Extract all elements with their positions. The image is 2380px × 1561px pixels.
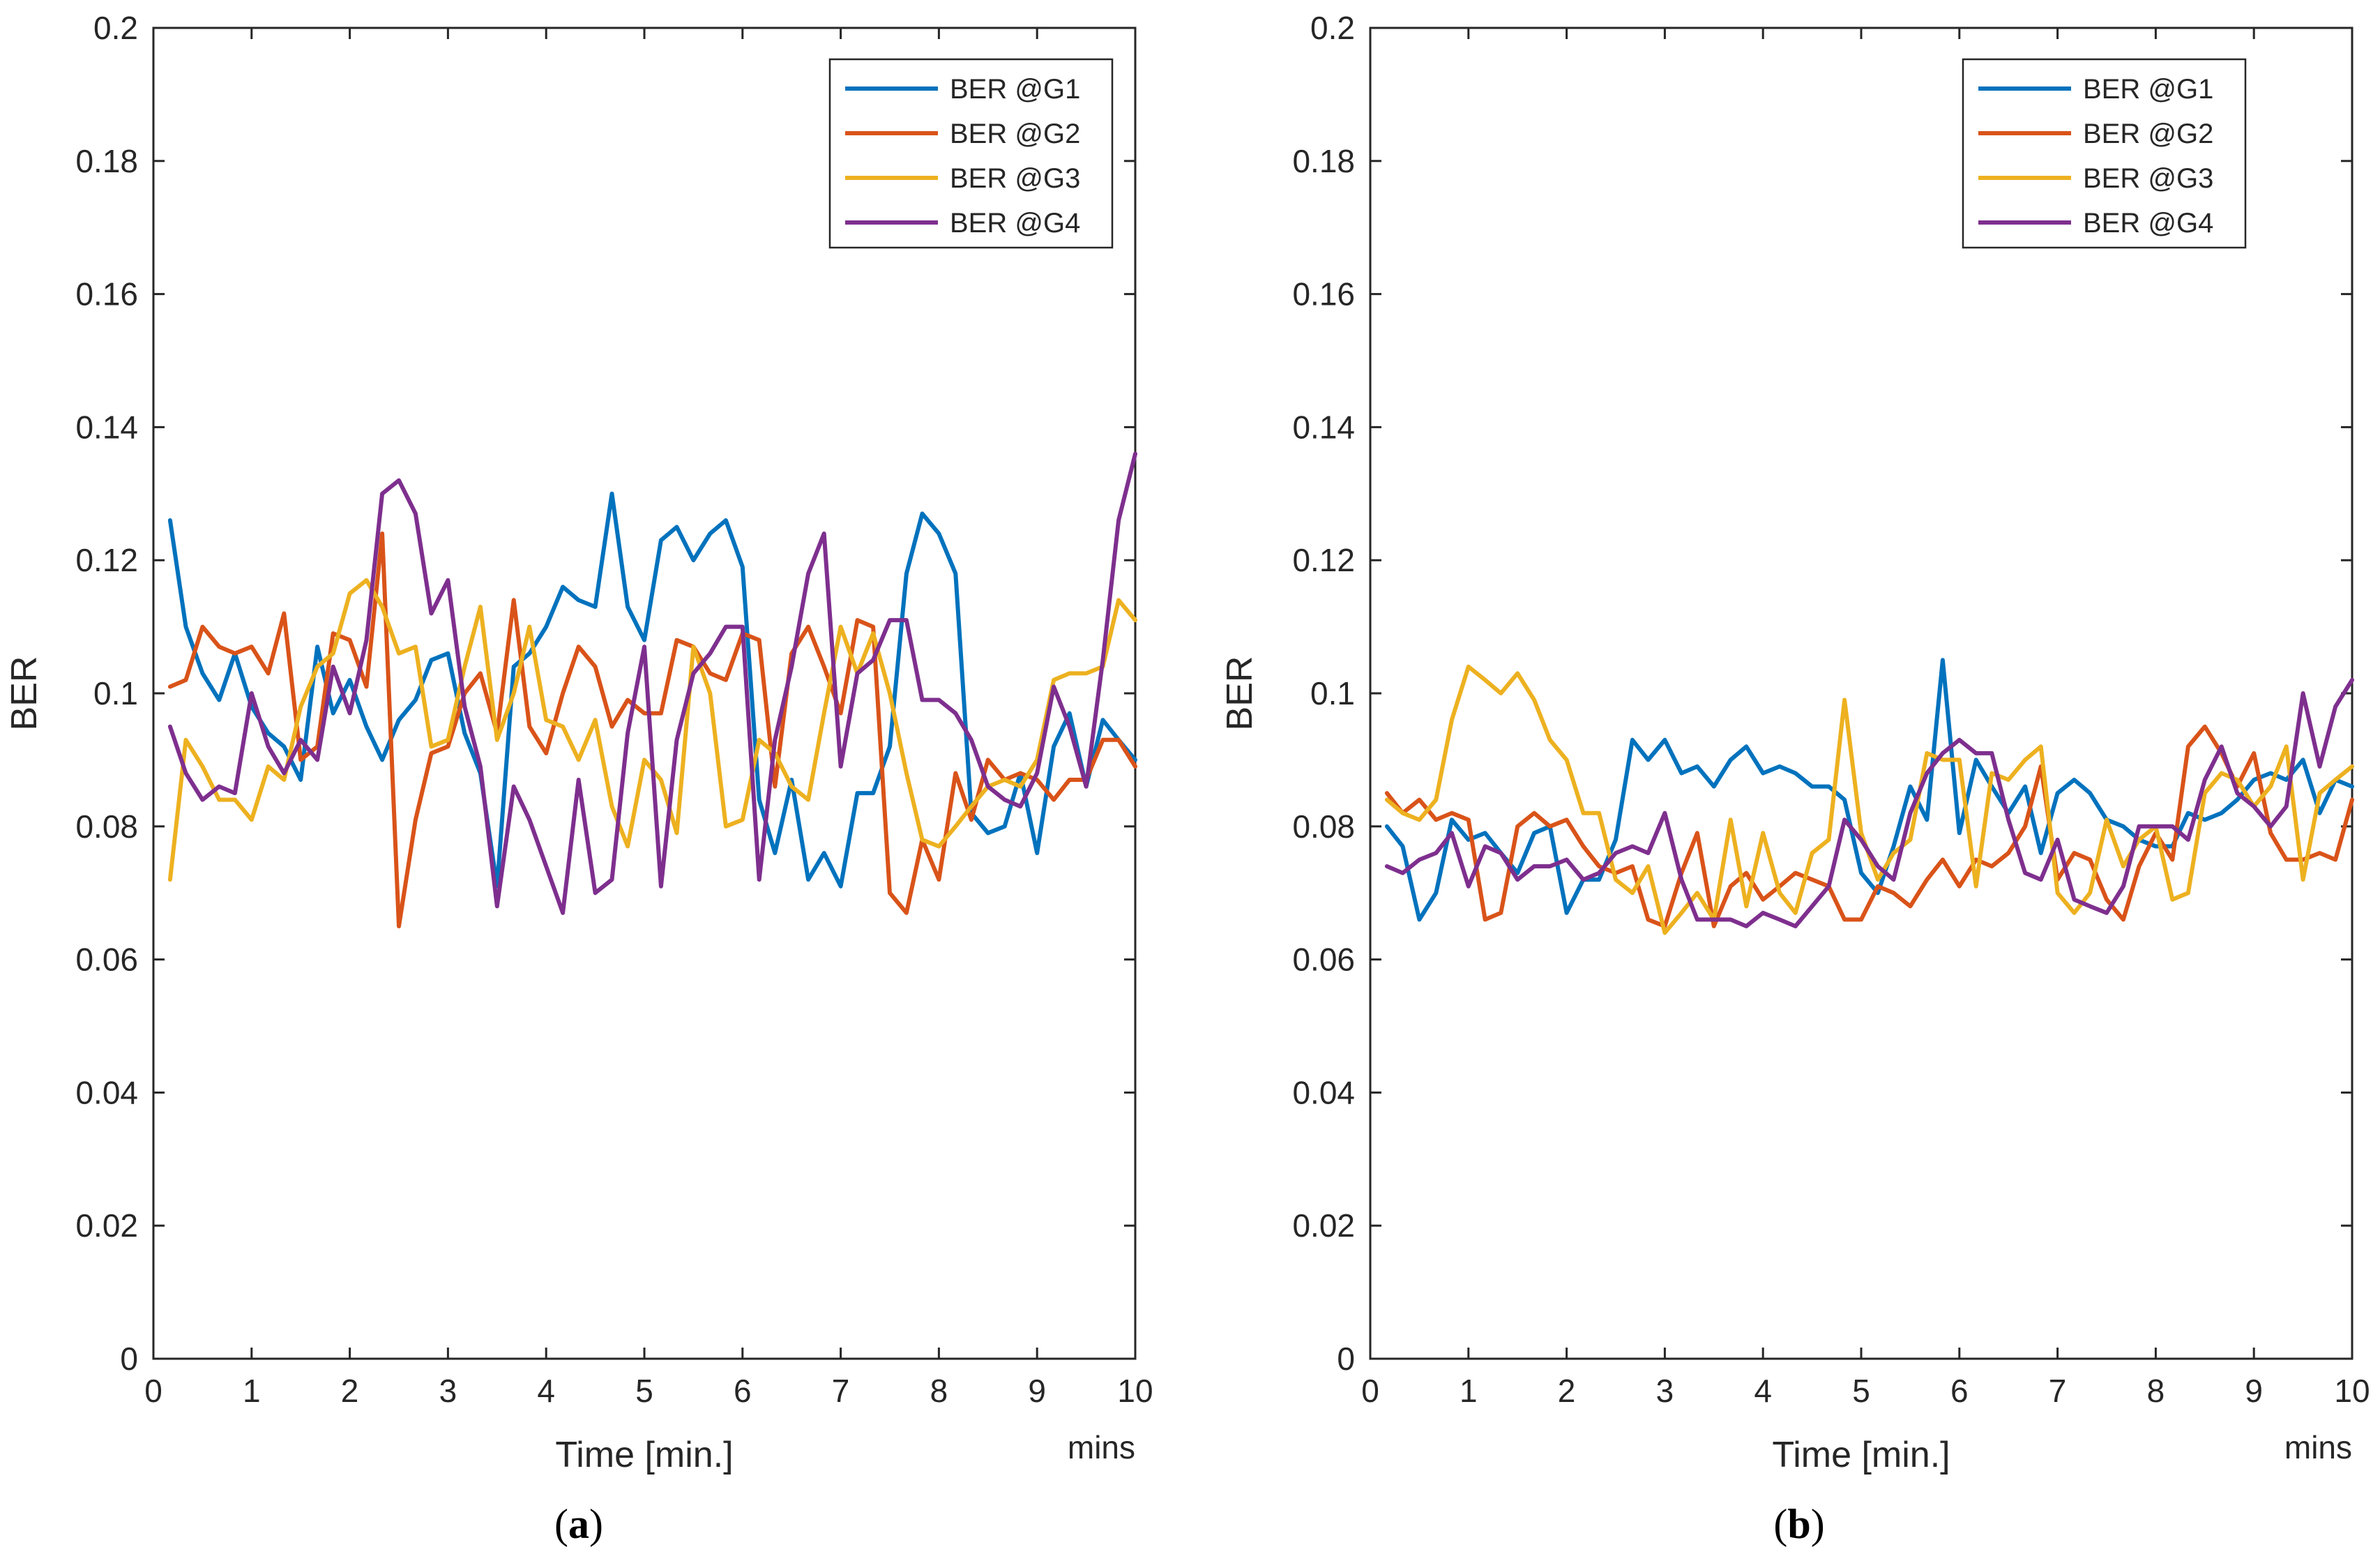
y-tick-label: 0.18	[75, 143, 138, 179]
x-tick-label: 9	[1028, 1373, 1046, 1409]
series-line-g1	[1384, 658, 2354, 922]
x-tick-label: 10	[2334, 1373, 2370, 1409]
y-tick-label: 0.02	[1292, 1207, 1355, 1244]
x-axis-label: Time [min.]	[555, 1435, 733, 1475]
y-tick-label: 0	[120, 1341, 138, 1377]
y-tick-label: 0.18	[1292, 143, 1355, 179]
x-tick-label: 1	[243, 1373, 261, 1409]
x-tick-label: 6	[1950, 1373, 1969, 1409]
y-tick-label: 0.14	[75, 409, 138, 445]
y-tick-label: 0.04	[75, 1074, 138, 1110]
x-tick-label: 10	[1117, 1373, 1153, 1409]
series-line-g2	[1384, 724, 2354, 928]
x-tick-label: 0	[1361, 1373, 1379, 1409]
series-line-g4	[167, 451, 1137, 915]
x-axis-label: Time [min.]	[1772, 1435, 1950, 1475]
y-axis-label: BER	[4, 656, 45, 731]
x-tick-label: 3	[1656, 1373, 1674, 1409]
x-tick-label: 4	[1754, 1373, 1772, 1409]
legend: BER @G1 BER @G2 BER @G3 BER @G4	[1962, 58, 2247, 249]
legend: BER @G1 BER @G2 BER @G3 BER @G4	[828, 58, 1114, 249]
y-tick-label: 0.2	[93, 10, 138, 46]
panel-caption: (b)	[1773, 1501, 1824, 1547]
x-tick-label: 0	[144, 1373, 162, 1409]
y-tick-label: 0.02	[75, 1207, 138, 1244]
y-tick-label: 0.04	[1292, 1074, 1355, 1110]
legend-label-g2: BER @G2	[2083, 119, 2213, 149]
y-tick-label: 0	[1337, 1341, 1355, 1377]
y-tick-label: 0.06	[1292, 942, 1355, 978]
legend-label-g2: BER @G2	[950, 119, 1080, 149]
x-tick-label: 2	[341, 1373, 359, 1409]
y-tick-label: 0.06	[75, 942, 138, 978]
caption-close-paren: )	[1811, 1501, 1825, 1547]
legend-label-g4: BER @G4	[950, 208, 1080, 239]
legend-label-g1: BER @G1	[950, 74, 1080, 105]
chart-panel-a: 0 1 2 3 4 5 6 7 8 9 10 0 0.02 0.04 0.06 0.08 0.1 0.12 0.14…	[4, 10, 1153, 1547]
series-line-g2	[167, 531, 1137, 928]
x-tick-label: 5	[635, 1373, 653, 1409]
caption-open-paren: (	[1773, 1501, 1787, 1547]
caption-letter: a	[568, 1501, 589, 1547]
y-tick-label: 0.08	[75, 808, 138, 845]
chart-panel-b: 0 1 2 3 4 5 6 7 8 9 10 0 0.02 0.04 0.06 0.08 0.1 0.12 0.14…	[1220, 10, 2370, 1547]
x-tick-label: 8	[930, 1373, 948, 1409]
legend-label-g3: BER @G3	[950, 163, 1080, 194]
x-tick-label: 9	[2245, 1373, 2263, 1409]
x-unit-label: mins	[1068, 1429, 1135, 1465]
legend-label-g1: BER @G1	[2083, 74, 2213, 105]
legend-label-g4: BER @G4	[2083, 208, 2213, 239]
caption-open-paren: (	[554, 1501, 568, 1547]
series-line-g4	[1384, 677, 2354, 928]
x-tick-label: 7	[2049, 1373, 2067, 1409]
x-tick-label: 7	[832, 1373, 850, 1409]
x-tick-label: 2	[1558, 1373, 1576, 1409]
y-tick-label: 0.2	[1310, 10, 1355, 46]
y-tick-label: 0.12	[1292, 542, 1355, 578]
panel-caption: (a)	[554, 1501, 603, 1547]
caption-letter: b	[1787, 1501, 1810, 1547]
x-tick-label: 5	[1852, 1373, 1870, 1409]
y-tick-label: 0.14	[1292, 409, 1355, 445]
y-tick-label: 0.16	[1292, 276, 1355, 312]
y-axis-label: BER	[1220, 656, 1260, 731]
y-tick-label: 0.12	[75, 542, 138, 578]
x-tick-label: 3	[439, 1373, 457, 1409]
x-tick-label: 4	[537, 1373, 555, 1409]
x-tick-label: 1	[1460, 1373, 1478, 1409]
y-tick-label: 0.08	[1292, 808, 1355, 845]
x-unit-label: mins	[2284, 1429, 2352, 1465]
x-tick-label: 8	[2147, 1373, 2165, 1409]
legend-label-g3: BER @G3	[2083, 163, 2213, 194]
y-tick-label: 0.16	[75, 276, 138, 312]
x-tick-label: 6	[734, 1373, 752, 1409]
y-tick-label: 0.1	[1310, 675, 1355, 711]
caption-close-paren: )	[589, 1501, 603, 1547]
y-tick-label: 0.1	[93, 675, 138, 711]
